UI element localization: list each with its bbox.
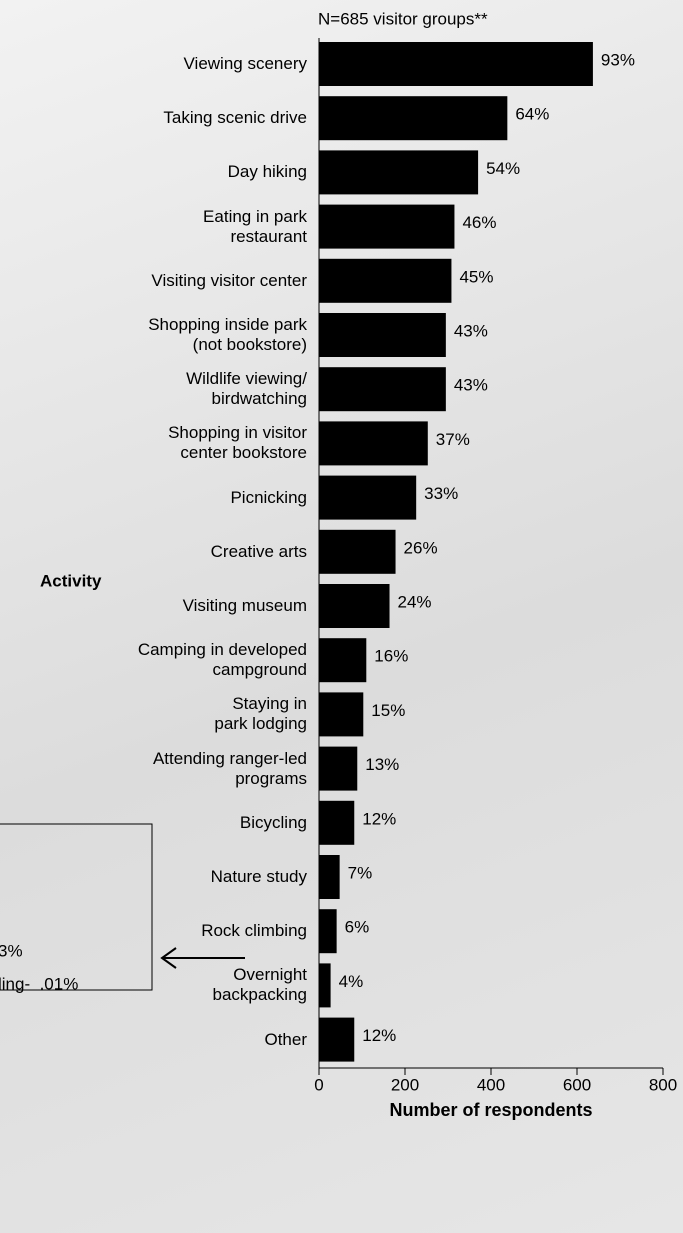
category-label: Shopping inside park (not bookstore) bbox=[148, 315, 307, 354]
value-label: 37% bbox=[436, 430, 470, 449]
value-label: 26% bbox=[404, 538, 438, 557]
x-tick-label: 600 bbox=[563, 1075, 591, 1094]
bar bbox=[319, 800, 355, 845]
value-label: 93% bbox=[601, 50, 635, 69]
value-label: 45% bbox=[459, 267, 493, 286]
bar bbox=[319, 421, 428, 466]
value-label: 16% bbox=[374, 647, 408, 666]
value-label: 15% bbox=[371, 701, 405, 720]
bar bbox=[319, 529, 396, 574]
bar bbox=[319, 1017, 355, 1062]
bar bbox=[319, 909, 337, 954]
bar bbox=[319, 313, 446, 357]
category-label: Creative arts bbox=[210, 541, 307, 561]
x-tick-label: 800 bbox=[649, 1075, 677, 1094]
value-label: 43% bbox=[454, 321, 488, 340]
bar bbox=[319, 638, 367, 683]
subtitle: N=685 visitor groups** bbox=[318, 9, 488, 28]
value-label: 54% bbox=[486, 159, 520, 178]
value-label: 12% bbox=[362, 809, 396, 828]
category-label: Taking scenic drive bbox=[163, 108, 307, 128]
category-label: Rock climbing bbox=[201, 921, 307, 941]
value-label: 64% bbox=[515, 105, 549, 124]
bar bbox=[319, 584, 390, 628]
bar bbox=[319, 204, 455, 249]
value-label: 6% bbox=[345, 918, 370, 937]
bar bbox=[319, 963, 331, 1008]
annotation: ling- .01% bbox=[0, 974, 78, 993]
category-label: Eating in park restaurant bbox=[203, 206, 307, 246]
bar bbox=[319, 42, 593, 86]
category-label: Attending ranger-led programs bbox=[152, 748, 307, 788]
value-label: 13% bbox=[365, 755, 399, 774]
x-tick-label: 200 bbox=[391, 1075, 419, 1094]
bar bbox=[319, 150, 479, 195]
category-label: Picnicking bbox=[230, 487, 307, 507]
y-axis-label: Activity bbox=[40, 571, 102, 590]
value-label: 7% bbox=[348, 863, 373, 882]
bar bbox=[319, 475, 417, 520]
bar bbox=[319, 692, 364, 737]
value-label: 33% bbox=[424, 484, 458, 503]
value-label: 43% bbox=[454, 376, 488, 395]
bar bbox=[319, 855, 340, 899]
value-label: 46% bbox=[462, 213, 496, 232]
bar bbox=[319, 367, 446, 412]
category-label: Other bbox=[264, 1029, 307, 1049]
category-label: Wildlife viewing/ birdwatching bbox=[186, 369, 307, 409]
category-label: Visiting visitor center bbox=[151, 270, 307, 290]
category-label: Camping in developed campground bbox=[137, 640, 307, 680]
category-label: Bicycling bbox=[239, 812, 307, 832]
annotation: 3% bbox=[0, 941, 23, 960]
value-label: 12% bbox=[362, 1026, 396, 1045]
bar bbox=[319, 746, 358, 791]
category-label: Visiting museum bbox=[182, 596, 307, 615]
category-label: Staying in park lodging bbox=[214, 694, 307, 734]
x-tick-label: 0 bbox=[314, 1075, 323, 1094]
category-label: Day hiking bbox=[227, 162, 307, 182]
category-label: Viewing scenery bbox=[183, 54, 307, 73]
x-tick-label: 400 bbox=[477, 1075, 505, 1094]
bar bbox=[319, 96, 508, 141]
value-label: 24% bbox=[398, 592, 432, 611]
value-label: 4% bbox=[339, 972, 364, 991]
x-axis-label: Number of respondents bbox=[389, 1100, 592, 1120]
category-label: Nature study bbox=[210, 867, 307, 886]
category-label: Shopping in visitor center bookstore bbox=[168, 423, 307, 463]
note-box bbox=[0, 823, 153, 991]
category-label: Overnight backpacking bbox=[212, 965, 307, 1005]
arrow-head bbox=[160, 947, 177, 969]
bar bbox=[319, 258, 452, 303]
